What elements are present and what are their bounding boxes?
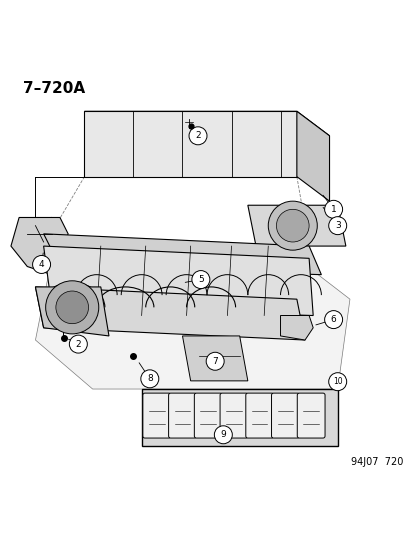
Circle shape bbox=[189, 127, 206, 145]
FancyBboxPatch shape bbox=[220, 393, 247, 438]
Polygon shape bbox=[36, 287, 304, 340]
Polygon shape bbox=[43, 234, 320, 274]
FancyBboxPatch shape bbox=[142, 393, 170, 438]
Circle shape bbox=[45, 281, 99, 334]
Circle shape bbox=[214, 426, 232, 444]
Text: 10: 10 bbox=[332, 377, 342, 386]
Text: 2: 2 bbox=[195, 131, 200, 140]
Polygon shape bbox=[182, 336, 247, 381]
Text: 4: 4 bbox=[39, 260, 44, 269]
Circle shape bbox=[191, 271, 209, 288]
Text: 94J07  720: 94J07 720 bbox=[350, 457, 402, 466]
Polygon shape bbox=[84, 111, 329, 136]
Text: 8: 8 bbox=[147, 374, 152, 383]
Text: 6: 6 bbox=[330, 315, 336, 324]
FancyBboxPatch shape bbox=[194, 393, 222, 438]
Text: 9: 9 bbox=[220, 430, 225, 439]
FancyBboxPatch shape bbox=[271, 393, 299, 438]
Text: 1: 1 bbox=[330, 205, 336, 214]
Text: 7: 7 bbox=[212, 357, 218, 366]
Circle shape bbox=[56, 291, 88, 324]
Circle shape bbox=[206, 352, 223, 370]
Polygon shape bbox=[247, 205, 345, 246]
Circle shape bbox=[328, 217, 346, 235]
Circle shape bbox=[324, 311, 342, 328]
Circle shape bbox=[33, 255, 50, 273]
Polygon shape bbox=[296, 111, 329, 201]
Polygon shape bbox=[141, 389, 337, 446]
Polygon shape bbox=[84, 111, 296, 176]
Circle shape bbox=[324, 200, 342, 219]
Circle shape bbox=[276, 209, 309, 242]
Circle shape bbox=[69, 335, 87, 353]
Polygon shape bbox=[11, 217, 68, 274]
Text: 5: 5 bbox=[197, 275, 203, 284]
FancyBboxPatch shape bbox=[297, 393, 324, 438]
Text: 3: 3 bbox=[334, 221, 340, 230]
Circle shape bbox=[328, 373, 346, 391]
Text: 2: 2 bbox=[75, 340, 81, 349]
Polygon shape bbox=[36, 287, 109, 336]
Polygon shape bbox=[36, 259, 349, 389]
Polygon shape bbox=[280, 316, 313, 340]
Circle shape bbox=[268, 201, 316, 250]
FancyBboxPatch shape bbox=[245, 393, 273, 438]
Polygon shape bbox=[43, 246, 313, 316]
FancyBboxPatch shape bbox=[168, 393, 196, 438]
Text: 7–720A: 7–720A bbox=[23, 80, 85, 95]
Circle shape bbox=[140, 370, 159, 388]
